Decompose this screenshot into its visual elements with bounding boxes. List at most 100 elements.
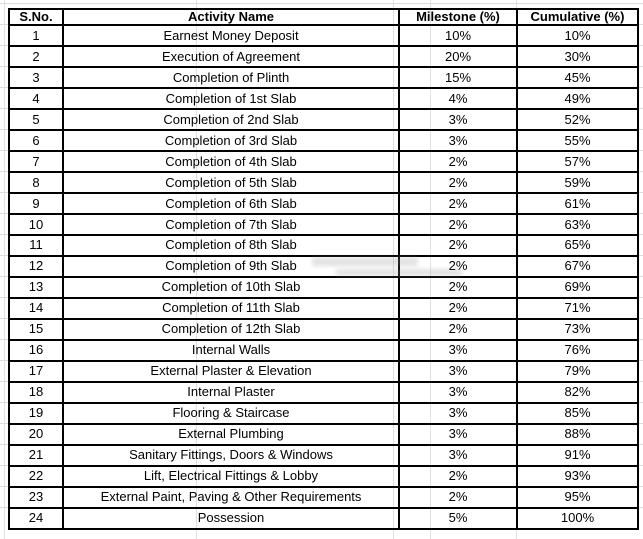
header-milestone: Milestone (%) xyxy=(398,7,518,27)
table-body: 1 Earnest Money Deposit 10% 10% 2 Execut… xyxy=(8,24,639,531)
activity-cell: External Plaster & Elevation xyxy=(62,360,400,384)
milestone-cell: 3% xyxy=(398,129,518,153)
sno-cell: 19 xyxy=(8,402,64,425)
sno-cell: 16 xyxy=(8,339,64,363)
cumulative-cell: 10% xyxy=(516,24,639,48)
activity-cell: Completion of 4th Slab xyxy=(62,150,400,174)
table-row: 13 Completion of 10th Slab 2% 69% xyxy=(8,276,639,300)
cumulative-cell: 95% xyxy=(516,485,639,509)
cumulative-cell: 69% xyxy=(516,276,639,300)
table-row: 7 Completion of 4th Slab 2% 57% xyxy=(8,150,639,174)
cumulative-cell: 79% xyxy=(516,360,639,384)
activity-cell: Flooring & Staircase xyxy=(62,402,400,425)
sno-cell: 15 xyxy=(8,318,64,342)
sno-cell: 8 xyxy=(8,171,64,195)
sno-cell: 2 xyxy=(8,45,64,69)
activity-cell: Completion of 2nd Slab xyxy=(62,108,400,132)
table-row: 14 Completion of 11th Slab 2% 71% xyxy=(8,297,639,321)
activity-cell: Completion of 1st Slab xyxy=(62,87,400,111)
activity-cell: Completion of 10th Slab xyxy=(62,276,400,300)
sno-cell: 7 xyxy=(8,150,64,174)
cumulative-cell: 82% xyxy=(516,381,639,405)
activity-cell: External Paint, Paving & Other Requireme… xyxy=(62,485,400,509)
milestone-cell: 2% xyxy=(398,234,518,258)
activity-cell: Completion of 12th Slab xyxy=(62,318,400,342)
activity-cell: Completion of 8th Slab xyxy=(62,234,400,258)
milestone-cell: 2% xyxy=(398,150,518,174)
cumulative-cell: 67% xyxy=(516,255,639,279)
table-row: 22 Lift, Electrical Fittings & Lobby 2% … xyxy=(8,464,639,488)
milestone-cell: 2% xyxy=(398,318,518,342)
cumulative-cell: 57% xyxy=(516,150,639,174)
cumulative-cell: 52% xyxy=(516,108,639,132)
sno-cell: 4 xyxy=(8,87,64,111)
table-row: 18 Internal Plaster 3% 82% xyxy=(8,381,639,405)
cumulative-cell: 73% xyxy=(516,318,639,342)
table-row: 21 Sanitary Fittings, Doors & Windows 3%… xyxy=(8,443,639,467)
table-row: 1 Earnest Money Deposit 10% 10% xyxy=(8,24,639,48)
activity-cell: Possession xyxy=(62,506,400,531)
sno-cell: 18 xyxy=(8,381,64,405)
table-row: 10 Completion of 7th Slab 2% 63% xyxy=(8,213,639,237)
sno-cell: 11 xyxy=(8,234,64,258)
milestone-cell: 5% xyxy=(398,506,518,531)
header-row: S.No. Activity Name Milestone (%) Cumula… xyxy=(8,7,639,27)
cumulative-cell: 55% xyxy=(516,129,639,153)
header-cumulative: Cumulative (%) xyxy=(516,7,639,27)
milestone-cell: 3% xyxy=(398,339,518,363)
activity-cell: Completion of 7th Slab xyxy=(62,213,400,237)
sno-cell: 1 xyxy=(8,24,64,48)
cumulative-cell: 91% xyxy=(516,443,639,467)
activity-cell: Completion of Plinth xyxy=(62,66,400,90)
cumulative-cell: 71% xyxy=(516,297,639,321)
milestone-cell: 2% xyxy=(398,171,518,195)
sno-cell: 14 xyxy=(8,297,64,321)
table-row: 2 Execution of Agreement 20% 30% xyxy=(8,45,639,69)
sno-cell: 22 xyxy=(8,464,64,488)
milestone-cell: 2% xyxy=(398,297,518,321)
table-row: 24 Possession 5% 100% xyxy=(8,506,639,531)
activity-cell: Completion of 9th Slab xyxy=(62,255,400,279)
milestone-cell: 2% xyxy=(398,464,518,488)
table-row: 23 External Paint, Paving & Other Requir… xyxy=(8,485,639,509)
activity-cell: Earnest Money Deposit xyxy=(62,24,400,48)
cumulative-cell: 61% xyxy=(516,192,639,216)
sno-cell: 10 xyxy=(8,213,64,237)
milestone-cell: 10% xyxy=(398,24,518,48)
activity-cell: Lift, Electrical Fittings & Lobby xyxy=(62,464,400,488)
cumulative-cell: 88% xyxy=(516,423,639,446)
table-row: 17 External Plaster & Elevation 3% 79% xyxy=(8,360,639,384)
cumulative-cell: 85% xyxy=(516,402,639,425)
cumulative-cell: 65% xyxy=(516,234,639,258)
table-row: 16 Internal Walls 3% 76% xyxy=(8,339,639,363)
milestone-cell: 2% xyxy=(398,213,518,237)
table-row: 5 Completion of 2nd Slab 3% 52% xyxy=(8,108,639,132)
milestone-cell: 3% xyxy=(398,360,518,384)
activity-cell: External Plumbing xyxy=(62,423,400,446)
activity-cell: Completion of 11th Slab xyxy=(62,297,400,321)
milestone-cell: 3% xyxy=(398,423,518,446)
table-row: 20 External Plumbing 3% 88% xyxy=(8,423,639,446)
sno-cell: 21 xyxy=(8,443,64,467)
milestone-cell: 3% xyxy=(398,381,518,405)
table-row: 12 Completion of 9th Slab 2% 67% xyxy=(8,255,639,279)
milestone-cell: 2% xyxy=(398,276,518,300)
activity-cell: Sanitary Fittings, Doors & Windows xyxy=(62,443,400,467)
sno-cell: 3 xyxy=(8,66,64,90)
sno-cell: 5 xyxy=(8,108,64,132)
sno-cell: 9 xyxy=(8,192,64,216)
table-row: 11 Completion of 8th Slab 2% 65% xyxy=(8,234,639,258)
table-row: 8 Completion of 5th Slab 2% 59% xyxy=(8,171,639,195)
table-row: 9 Completion of 6th Slab 2% 61% xyxy=(8,192,639,216)
sno-cell: 24 xyxy=(8,506,64,531)
milestone-cell: 15% xyxy=(398,66,518,90)
milestone-cell: 3% xyxy=(398,443,518,467)
sno-cell: 17 xyxy=(8,360,64,384)
cumulative-cell: 100% xyxy=(516,506,639,531)
activity-cell: Completion of 6th Slab xyxy=(62,192,400,216)
cumulative-cell: 30% xyxy=(516,45,639,69)
payment-schedule-table: S.No. Activity Name Milestone (%) Cumula… xyxy=(8,7,639,531)
milestone-cell: 2% xyxy=(398,255,518,279)
table-row: 19 Flooring & Staircase 3% 85% xyxy=(8,402,639,425)
activity-cell: Completion of 5th Slab xyxy=(62,171,400,195)
